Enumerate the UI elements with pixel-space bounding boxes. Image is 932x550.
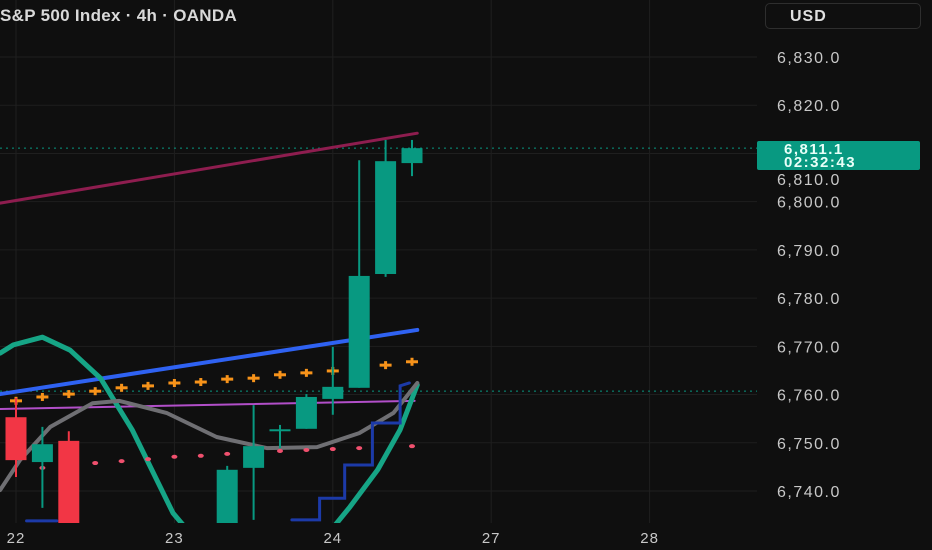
candle-body bbox=[31, 444, 53, 463]
indicator-cross bbox=[146, 381, 150, 390]
candle-body bbox=[401, 148, 423, 164]
chart-title: S&P 500 Index · 4h · OANDA bbox=[0, 6, 238, 25]
indicator-step-line bbox=[290, 381, 411, 522]
last-price-value: 6,811.1 bbox=[784, 141, 844, 158]
indicator-cross bbox=[93, 387, 97, 396]
candle-body bbox=[295, 396, 317, 429]
x-tick-label: 28 bbox=[640, 530, 659, 547]
y-tick-label: 6,800.0 bbox=[777, 195, 841, 212]
y-tick-label: 6,820.0 bbox=[777, 98, 841, 115]
indicator-dot bbox=[92, 461, 99, 466]
indicator-dot bbox=[329, 447, 336, 452]
y-tick-label: 6,790.0 bbox=[777, 243, 841, 260]
currency-selector[interactable]: USD bbox=[765, 3, 921, 29]
indicator-dot bbox=[356, 446, 363, 451]
indicator-line bbox=[0, 327, 420, 397]
candle-body bbox=[58, 440, 80, 523]
indicator-line bbox=[0, 380, 420, 493]
x-tick-label: 22 bbox=[7, 530, 26, 547]
indicator-cross bbox=[120, 383, 124, 392]
indicator-cross bbox=[199, 378, 203, 387]
y-tick-label: 6,770.0 bbox=[777, 339, 841, 356]
indicator-cross bbox=[304, 368, 308, 377]
indicator-dot bbox=[277, 448, 283, 453]
indicator-cross bbox=[172, 378, 176, 387]
indicator-cross bbox=[410, 357, 414, 366]
candle-body bbox=[243, 446, 265, 468]
candle-body bbox=[216, 469, 238, 523]
indicator-dot bbox=[145, 457, 151, 462]
indicator-dot bbox=[409, 444, 415, 449]
indicator-dot bbox=[118, 459, 125, 464]
last-price-tag: 6,811.1 02:32:43 bbox=[757, 141, 920, 170]
candle-body bbox=[5, 417, 27, 461]
y-tick-label: 6,760.0 bbox=[777, 388, 841, 405]
y-tick-label: 6,740.0 bbox=[777, 484, 841, 501]
indicator-cross bbox=[384, 361, 388, 370]
y-tick-label: 6,750.0 bbox=[777, 436, 841, 453]
x-tick-label: 27 bbox=[482, 530, 501, 547]
bar-countdown: 02:32:43 bbox=[784, 154, 857, 171]
indicator-dot bbox=[224, 451, 231, 456]
indicator-cross bbox=[225, 375, 229, 384]
indicator-dot bbox=[171, 454, 178, 459]
indicator-cross bbox=[67, 390, 71, 399]
indicator-line bbox=[0, 399, 416, 411]
indicator-cross bbox=[278, 370, 282, 379]
x-tick-label: 24 bbox=[323, 530, 342, 547]
candle-body bbox=[375, 161, 397, 275]
y-tick-label: 6,780.0 bbox=[777, 291, 841, 308]
y-tick-label: 6,810.0 bbox=[777, 172, 841, 189]
candle-body bbox=[322, 386, 344, 399]
indicator-line bbox=[333, 382, 420, 523]
x-tick-label: 23 bbox=[165, 530, 184, 547]
y-tick-label: 6,830.0 bbox=[777, 50, 841, 67]
candle-body bbox=[269, 429, 291, 432]
indicator-line bbox=[0, 334, 185, 523]
indicator-dot bbox=[303, 448, 310, 453]
candle-body bbox=[348, 275, 370, 388]
indicator-cross bbox=[40, 392, 44, 401]
indicator-cross bbox=[252, 374, 256, 383]
indicator-line bbox=[0, 131, 419, 205]
plot-area bbox=[0, 131, 757, 523]
indicator-dot bbox=[197, 453, 204, 458]
